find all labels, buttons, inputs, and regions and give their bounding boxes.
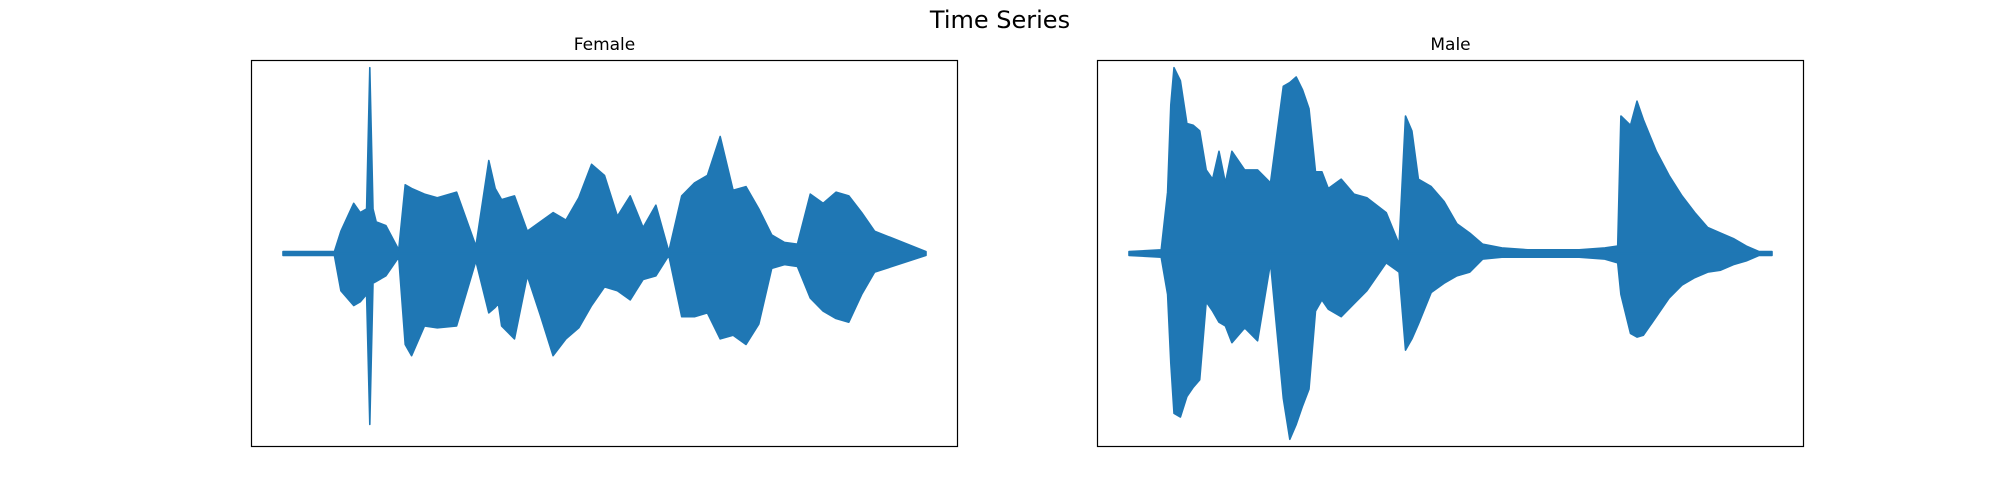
figure-title: Time Series (929, 6, 1071, 34)
female-axes-frame (250, 59, 959, 448)
male-axes-frame (1096, 59, 1805, 448)
male-waveform-chart (1096, 59, 1805, 448)
female-panel-title: Female (573, 35, 636, 55)
female-waveform-chart (250, 59, 959, 448)
male-panel-title: Male (1430, 35, 1471, 55)
female-waveform-series (282, 66, 927, 426)
